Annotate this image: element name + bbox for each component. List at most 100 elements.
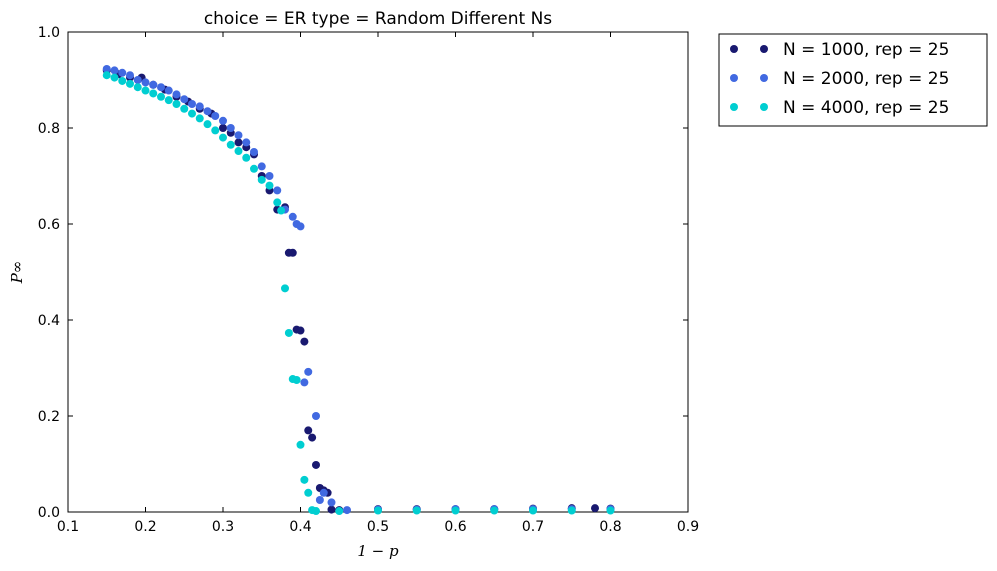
data-point [265, 172, 274, 180]
data-point [296, 326, 305, 335]
data-point [141, 86, 150, 95]
data-point [157, 83, 165, 92]
data-point [300, 378, 309, 387]
data-point [141, 78, 150, 87]
data-point [250, 148, 258, 156]
data-point [327, 505, 336, 514]
data-point [277, 206, 286, 215]
data-point [110, 73, 119, 82]
data-point [281, 284, 289, 293]
legend-marker [730, 103, 738, 111]
data-point [451, 506, 460, 515]
legend-label: N = 4000, rep = 25 [783, 98, 949, 118]
data-point [219, 116, 227, 125]
data-point [126, 71, 134, 80]
data-point [300, 337, 309, 346]
data-point [288, 248, 297, 257]
data-point [265, 181, 274, 190]
data-point [211, 112, 220, 120]
y-tick-label: 0.4 [38, 313, 60, 329]
data-point [164, 96, 173, 105]
y-tick-label: 0.6 [38, 217, 60, 233]
x-tick-label: 0.7 [522, 519, 544, 535]
data-point [203, 120, 212, 129]
data-point [304, 488, 313, 497]
data-point [292, 376, 301, 384]
y-tick-label: 0.8 [38, 121, 60, 137]
data-point [110, 66, 119, 75]
data-point [118, 68, 127, 77]
data-point [296, 222, 305, 231]
data-point [304, 367, 313, 376]
data-point [126, 79, 134, 88]
data-point [257, 175, 266, 184]
data-point [211, 126, 220, 135]
data-point [118, 76, 127, 85]
data-point [567, 506, 576, 515]
legend-marker [730, 45, 738, 53]
y-tick-label: 0.0 [38, 505, 60, 521]
data-point [133, 83, 142, 92]
series-2 [102, 64, 615, 515]
data-point [374, 506, 382, 515]
data-point [157, 92, 165, 101]
data-point [273, 198, 282, 207]
data-point [312, 460, 320, 469]
data-point [180, 95, 189, 104]
data-point [308, 433, 317, 442]
legend-label: N = 2000, rep = 25 [783, 69, 949, 89]
data-point [304, 426, 313, 435]
data-point [149, 80, 158, 89]
data-point [102, 64, 111, 73]
plot-area [67, 31, 689, 513]
data-point [257, 162, 266, 171]
x-tick-label: 0.5 [367, 519, 389, 535]
data-point [234, 138, 243, 147]
data-point [606, 506, 615, 515]
legend-marker [760, 74, 768, 82]
data-point [180, 104, 189, 113]
data-point [226, 124, 235, 132]
legend-label: N = 1000, rep = 25 [783, 40, 949, 60]
series-3 [102, 71, 615, 516]
data-point [149, 89, 158, 98]
y-tick-label: 0.2 [38, 409, 60, 425]
data-point [412, 506, 421, 515]
data-point [343, 506, 351, 515]
data-point [327, 498, 336, 507]
data-points [102, 64, 615, 516]
data-point [203, 107, 212, 116]
data-point [319, 488, 328, 497]
data-point [188, 109, 196, 118]
data-point [273, 186, 282, 195]
data-point [312, 507, 320, 516]
x-tick-label: 0.4 [289, 519, 311, 535]
y-tick-label: 1.0 [38, 25, 60, 41]
data-point [172, 100, 181, 108]
data-point [219, 124, 227, 132]
data-point [164, 86, 173, 95]
x-tick-label: 0.2 [134, 519, 156, 535]
data-point [195, 102, 204, 111]
x-tick-label: 0.1 [57, 519, 79, 535]
data-point [172, 90, 181, 99]
data-point [288, 212, 297, 221]
data-point [529, 506, 537, 515]
legend-marker [760, 45, 768, 53]
data-point [234, 147, 243, 156]
y-axis: 0.0 0.2 0.4 0.6 0.8 1.0 [38, 25, 688, 521]
legend-marker [730, 74, 738, 82]
data-point [234, 131, 243, 140]
data-point [133, 76, 142, 84]
data-point [102, 71, 111, 80]
x-tick-label: 0.9 [677, 519, 699, 535]
data-point [312, 412, 320, 420]
data-point [300, 475, 309, 484]
legend-marker [760, 103, 768, 111]
chart-title: choice = ER type = Random Different Ns [204, 9, 552, 29]
legend: N = 1000, rep = 25 N = 2000, rep = 25 N = … [718, 33, 988, 127]
data-point [490, 506, 499, 515]
data-point [296, 440, 305, 449]
data-point [226, 140, 235, 149]
